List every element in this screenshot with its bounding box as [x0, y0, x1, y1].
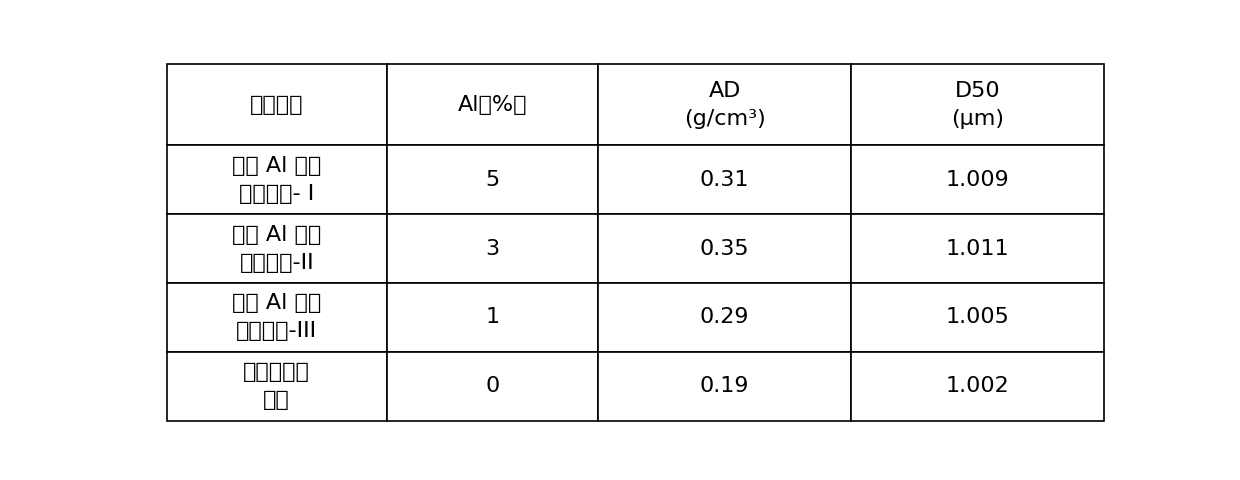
- Text: 0: 0: [485, 376, 500, 396]
- Bar: [851, 283, 1105, 352]
- Text: 0.31: 0.31: [699, 170, 749, 190]
- Bar: [851, 145, 1105, 214]
- Text: 1.009: 1.009: [946, 170, 1009, 190]
- Text: 5: 5: [485, 170, 500, 190]
- Bar: [166, 145, 387, 214]
- Text: 掺杂 Al 的碳
酸钑粉末-III: 掺杂 Al 的碳 酸钑粉末-III: [232, 293, 321, 341]
- Text: 金属粉末: 金属粉末: [250, 95, 304, 115]
- Text: 1: 1: [485, 307, 500, 327]
- Text: 1.005: 1.005: [946, 307, 1009, 327]
- Text: 0.29: 0.29: [699, 307, 749, 327]
- Bar: [387, 283, 598, 352]
- Text: 掺杂 Al 的碳
酸钑粉末-II: 掺杂 Al 的碳 酸钑粉末-II: [232, 225, 321, 273]
- Bar: [851, 64, 1105, 145]
- Text: Al（%）: Al（%）: [458, 95, 527, 115]
- Text: AD
(g/cm³): AD (g/cm³): [683, 81, 765, 129]
- Text: 1.002: 1.002: [946, 376, 1009, 396]
- Text: 0.19: 0.19: [699, 376, 749, 396]
- Text: 常规碳酸钑
粉末: 常规碳酸钑 粉末: [243, 362, 310, 410]
- Bar: [166, 214, 387, 283]
- Bar: [598, 64, 851, 145]
- Bar: [387, 352, 598, 420]
- Bar: [166, 352, 387, 420]
- Text: 1.011: 1.011: [946, 239, 1009, 259]
- Text: 0.35: 0.35: [699, 239, 749, 259]
- Bar: [166, 283, 387, 352]
- Text: 3: 3: [485, 239, 500, 259]
- Text: 掺杂 Al 的碳
酸钑粉末- I: 掺杂 Al 的碳 酸钑粉末- I: [232, 156, 321, 204]
- Bar: [598, 145, 851, 214]
- Bar: [851, 214, 1105, 283]
- Bar: [598, 283, 851, 352]
- Bar: [851, 352, 1105, 420]
- Bar: [387, 214, 598, 283]
- Bar: [166, 64, 387, 145]
- Bar: [387, 145, 598, 214]
- Bar: [598, 214, 851, 283]
- Bar: [387, 64, 598, 145]
- Text: D50
(μm): D50 (μm): [951, 81, 1004, 129]
- Bar: [598, 352, 851, 420]
